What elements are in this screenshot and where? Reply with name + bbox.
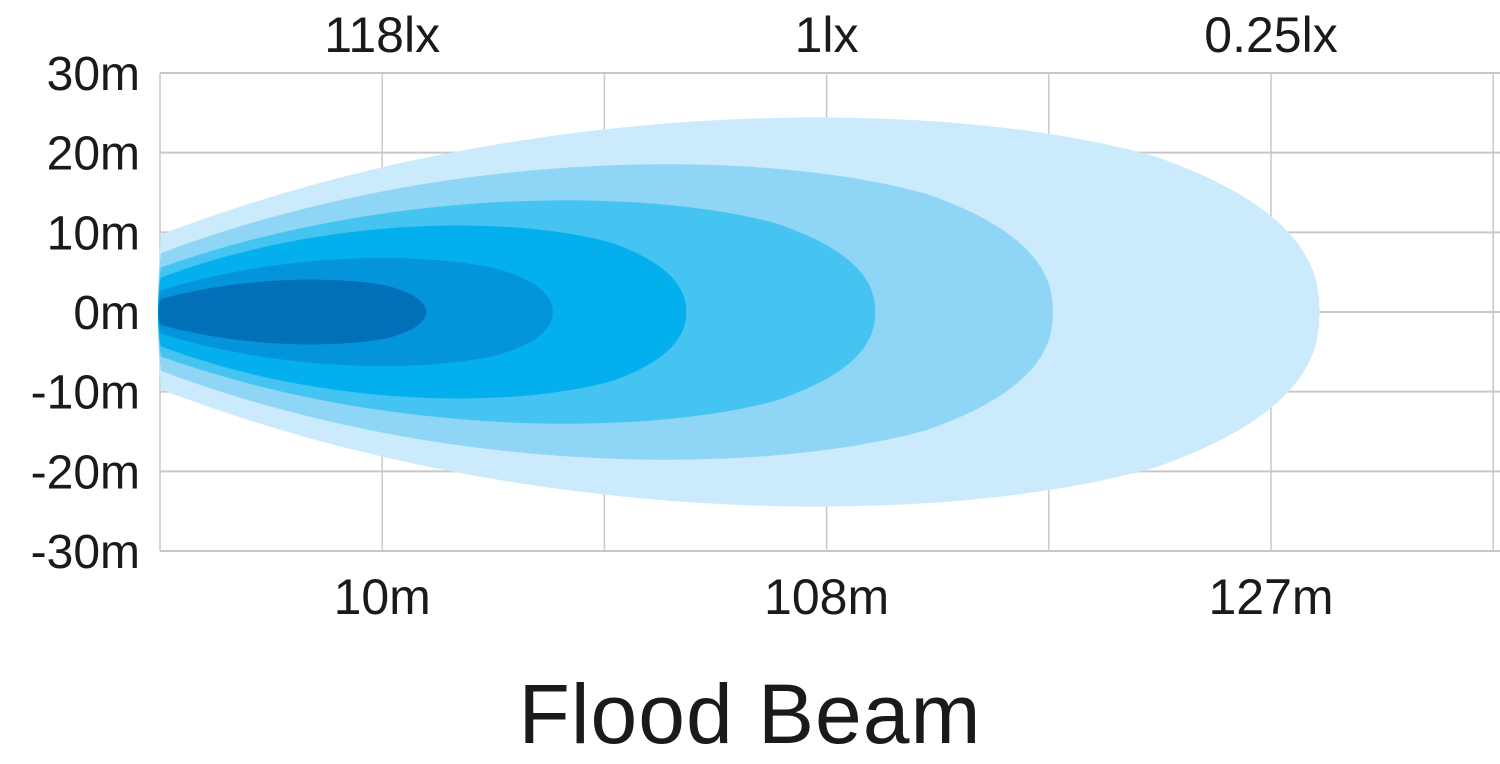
chart-title: Flood Beam [518, 667, 982, 761]
distance-label: 10m [334, 569, 431, 625]
y-tick-label: 30m [47, 48, 140, 101]
lux-label: 1lx [795, 7, 859, 63]
beam-layer [158, 117, 1320, 507]
distance-label: 127m [1208, 569, 1333, 625]
y-tick-label: -30m [31, 526, 140, 579]
lux-label: 0.25lx [1204, 7, 1337, 63]
y-tick-label: -10m [31, 367, 140, 420]
beam-contour-6 [158, 279, 427, 345]
y-tick-label: 20m [47, 128, 140, 181]
y-tick-label: 0m [73, 287, 140, 340]
distance-label: 108m [764, 569, 889, 625]
y-tick-label: 10m [47, 207, 140, 260]
lux-label: 118lx [324, 7, 440, 63]
y-tick-label: -20m [31, 446, 140, 499]
label-layer: 30m 20m 10m 0m -10m -20m -30m 10m 108m 127m 118lx 1… [31, 7, 1338, 625]
